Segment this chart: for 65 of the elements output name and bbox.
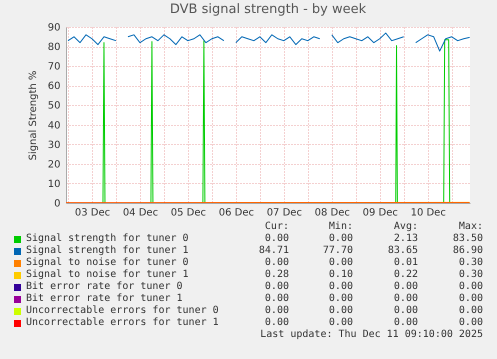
text: 0.00 <box>328 281 353 293</box>
x-tick-label: 05 Dec <box>170 208 206 218</box>
x-tick-label: 10 Dec <box>410 208 446 218</box>
text: 0.00 <box>264 257 289 269</box>
y-tick-label: 30 <box>48 140 60 151</box>
text: 0.00 <box>394 305 418 317</box>
text: Max: <box>458 221 483 233</box>
text: 0.00 <box>264 281 289 293</box>
x-tick-label: 04 Dec <box>122 208 158 218</box>
text: 0.22 <box>394 269 418 281</box>
y-tick-label: 70 <box>48 62 60 73</box>
text: 0.01 <box>394 257 418 269</box>
text: 0.00 <box>328 305 353 317</box>
y-tick-label: 80 <box>48 42 60 54</box>
text: 0.00 <box>458 317 483 329</box>
y-tick-label: 0 <box>54 198 60 210</box>
text: 0.28 <box>264 269 289 281</box>
legend-label: Signal to noise for tuner 0 <box>26 257 189 269</box>
legend-label: Bit error rate for tuner 1 <box>26 293 183 305</box>
text: 0.00 <box>328 293 353 305</box>
y-axis-title: Signal Strength % <box>28 70 39 160</box>
text: 0.00 <box>458 305 483 317</box>
y-tick-label: 40 <box>48 120 60 132</box>
legend-label: Signal to noise for tuner 1 <box>26 269 189 281</box>
y-tick-label: 50 <box>48 100 60 112</box>
y-tick-label: 10 <box>48 178 60 190</box>
text: 0.30 <box>458 269 483 281</box>
text: 77.70 <box>322 245 353 257</box>
x-tick-label: 09 Dec <box>362 208 398 218</box>
text: 83.50 <box>452 233 483 245</box>
text: 0.00 <box>328 317 353 329</box>
legend-label: Signal strength for tuner 0 <box>26 233 189 245</box>
text: Min: <box>328 221 353 233</box>
text: 0.30 <box>458 257 483 269</box>
text: 84.71 <box>258 245 289 257</box>
legend-label: Uncorrectable errors for tuner 0 <box>26 305 219 317</box>
text: Last update: Thu Dec 11 09:10:00 2025 <box>260 329 483 341</box>
x-tick-label: 08 Dec <box>314 208 350 218</box>
text: 2.13 <box>394 233 418 245</box>
y-tick-label: 90 <box>48 22 60 34</box>
text: 0.00 <box>394 293 418 305</box>
text: 86.90 <box>452 245 483 257</box>
text: 0.00 <box>264 233 289 245</box>
text: 0.00 <box>264 305 289 317</box>
text: 0.00 <box>264 317 289 329</box>
text: 0.00 <box>394 281 418 293</box>
legend-label: Bit error rate for tuner 0 <box>26 281 183 293</box>
x-tick-label: 03 Dec <box>74 208 110 218</box>
x-tick-label: 06 Dec <box>218 208 254 218</box>
y-tick-label: 60 <box>48 81 60 92</box>
y-tick-label: 20 <box>48 159 60 170</box>
text: Avg: <box>394 221 418 233</box>
legend-label: Signal strength for tuner 1 <box>26 245 189 257</box>
text: 0.00 <box>458 281 483 293</box>
text: 0.00 <box>264 293 289 305</box>
x-tick-label: 07 Dec <box>266 208 302 218</box>
text: 0.00 <box>458 293 483 305</box>
legend-label: Uncorrectable errors for tuner 1 <box>26 317 219 329</box>
text: 83.65 <box>388 245 418 257</box>
text: 0.00 <box>328 257 353 269</box>
text: 0.00 <box>394 317 418 329</box>
text: 0.00 <box>328 233 353 245</box>
chart-title: DVB signal strength - by week <box>170 2 367 17</box>
text: 0.10 <box>328 269 353 281</box>
text: Cur: <box>264 221 289 233</box>
